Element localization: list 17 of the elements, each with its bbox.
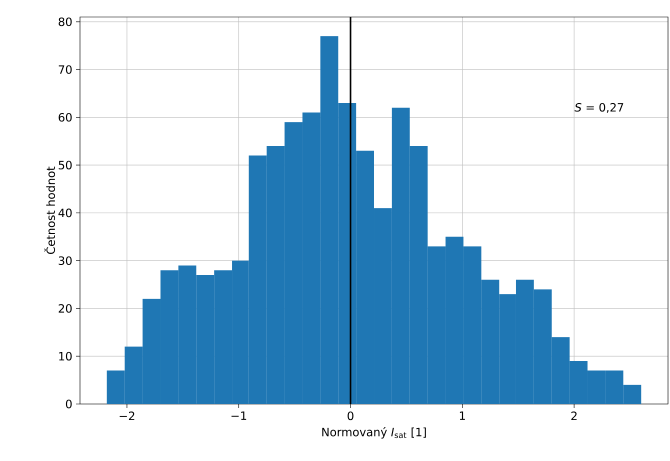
y-tick-label: 60 <box>58 113 72 122</box>
x-tick-label: 1 <box>460 412 465 420</box>
y-tick-label: 80 <box>58 17 72 26</box>
y-tick-label: 10 <box>59 352 72 361</box>
y-tick-label: 40 <box>58 208 72 218</box>
annotation: S = 0,27 <box>574 103 624 113</box>
x-tick-label: 0 <box>348 412 354 420</box>
y-tick-label: 20 <box>58 304 72 313</box>
y-tick-label: 0 <box>66 400 72 408</box>
x-tick-label: −1 <box>232 412 246 420</box>
x-tick-label: −2 <box>120 412 134 420</box>
y-tick-label: 70 <box>58 65 72 74</box>
x-axis-title: Normovaný I$_{sat}$ [1] <box>322 427 426 439</box>
x-tick-label: 2 <box>571 412 577 420</box>
y-tick-label: 50 <box>58 160 72 170</box>
y-axis-title: Četnost hodnot <box>44 166 56 254</box>
y-tick-label: 30 <box>58 256 72 265</box>
